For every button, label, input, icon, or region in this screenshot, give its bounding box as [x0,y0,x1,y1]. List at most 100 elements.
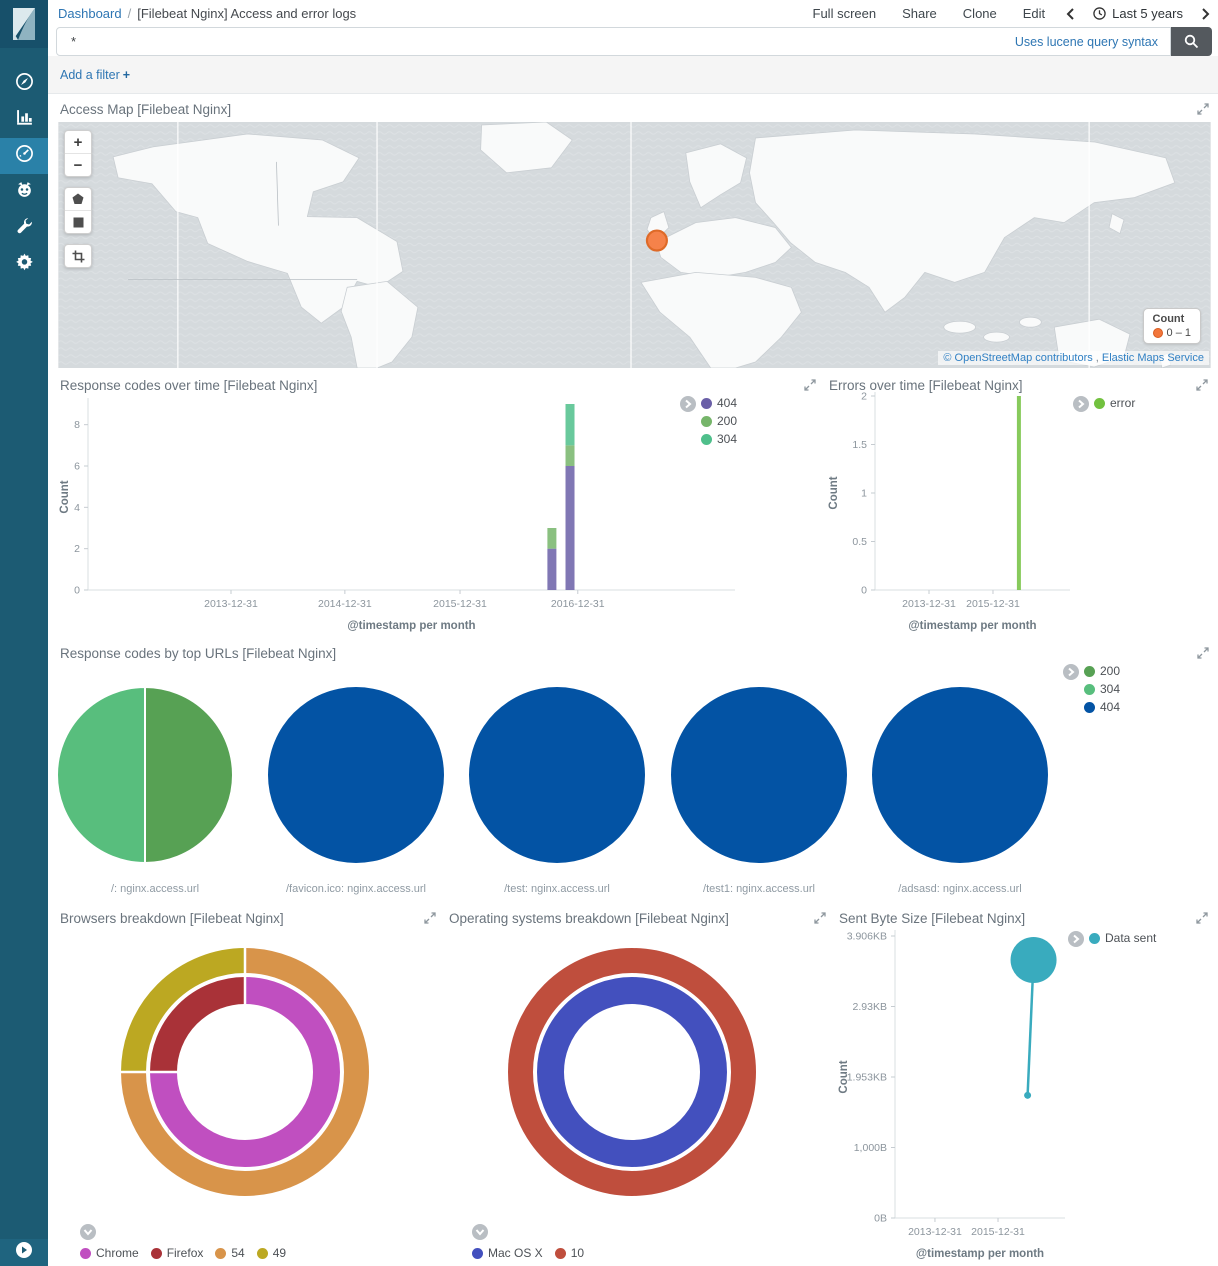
legend-dot-icon [150,1247,162,1259]
sent-bytes-chart[interactable]: 0B 1,000B 1.953KB 2.93KB 3.906KB 2013-12-31 20… [835,925,1212,1266]
expand-panel-icon[interactable] [1196,912,1208,924]
plus-icon: + [122,67,131,82]
legend-item-error[interactable]: error [1094,396,1135,410]
legend-item-200[interactable]: 200 [701,414,737,428]
legend-item-404[interactable]: 404 [701,396,737,410]
panel-top-urls: Response codes by top URLs [Filebeat Ngi… [56,640,1213,904]
legend-toggle-icon[interactable] [472,1224,488,1240]
expand-panel-icon[interactable] [1197,647,1209,659]
legend-toggle-icon[interactable] [1063,664,1079,680]
clone-button[interactable]: Clone [962,6,997,21]
rectangle-draw-icon [73,217,83,227]
ems-attribution-link[interactable]: Elastic Maps Service [1101,352,1204,364]
pie-chart-test-url[interactable] [467,685,647,865]
legend-dot-icon [1084,701,1095,713]
errors-chart[interactable]: 0 0.5 1 1.5 2 2013-12-31 2015-12-31 Count @times… [825,392,1212,640]
bar-segment-200[interactable] [565,445,575,466]
donut-segment-10[interactable] [508,948,756,1196]
kibana-logo[interactable] [0,0,48,48]
add-filter-button[interactable]: Add a filter + [60,67,131,82]
pie-chart-root-url[interactable] [55,685,235,865]
legend-item-304[interactable]: 304 [701,432,737,446]
browsers-donut-chart[interactable] [120,947,370,1197]
expand-panel-icon[interactable] [1197,103,1209,115]
legend-item-404[interactable]: 404 [1084,700,1120,714]
bar-segment-304[interactable] [565,404,575,446]
legend-item-10[interactable]: 10 [554,1246,584,1260]
expand-panel-icon[interactable] [804,379,816,391]
donut-segment-Mac OS X[interactable] [537,977,727,1167]
legend-item-Mac OS X[interactable]: Mac OS X [472,1246,543,1260]
zoom-in-button[interactable]: + [73,133,83,151]
legend-item-Chrome[interactable]: Chrome [80,1246,139,1260]
pie-chart-favicon-url[interactable] [266,685,446,865]
sidebar-item-management[interactable] [0,246,48,282]
response-codes-chart[interactable]: 0 2 4 6 8 2013-12-31 2014-12-31 2015-12-31 2016-… [56,392,820,640]
search-input[interactable] [57,34,1015,49]
bar-segment-404[interactable] [565,466,575,590]
crop-button[interactable] [65,245,91,267]
breadcrumb-dashboard-link[interactable]: Dashboard [58,6,122,21]
legend-toggle-icon[interactable] [680,396,696,412]
edit-button[interactable]: Edit [1022,6,1046,21]
sidebar-item-timelion[interactable] [0,174,48,210]
legend-item-200[interactable]: 200 [1084,664,1120,678]
svg-text:2014-12-31: 2014-12-31 [318,598,372,610]
share-button[interactable]: Share [902,6,937,21]
draw-polygon-button[interactable] [65,188,91,210]
gauge-icon [15,144,34,168]
legend-item-Firefox[interactable]: Firefox [150,1246,203,1260]
legend-item-54[interactable]: 54 [215,1246,245,1260]
svg-text:2016-12-31: 2016-12-31 [551,598,605,610]
time-forward-button[interactable] [1193,7,1218,20]
data-point[interactable] [1024,1091,1032,1099]
full-screen-button[interactable]: Full screen [812,6,877,21]
expand-panel-icon[interactable] [424,912,436,924]
world-map[interactable]: + − Count [56,122,1213,368]
zoom-out-button[interactable]: − [65,153,91,176]
time-picker-button[interactable]: Last 5 years [1083,6,1193,21]
os-donut-chart[interactable] [507,947,757,1197]
bar-segment-404[interactable] [547,548,557,590]
data-point[interactable] [1010,936,1057,983]
map-legend: Count 0 – 1 [1142,308,1201,344]
legend-item-49[interactable]: 49 [256,1246,286,1260]
pie-slice-404[interactable] [268,687,444,863]
map-data-marker [645,229,668,252]
sidebar-item-visualize[interactable] [0,102,48,138]
draw-rectangle-button[interactable] [65,210,91,233]
legend-toggle-icon[interactable] [80,1224,96,1240]
svg-text:1.5: 1.5 [852,439,867,451]
pie-label: /: nginx.access.url [110,883,200,895]
legend-item-Data sent[interactable]: Data sent [1089,931,1156,945]
svg-text:2015-12-31: 2015-12-31 [433,598,487,610]
pie-chart-test1-url[interactable] [669,685,849,865]
osm-attribution-link[interactable]: © OpenStreetMap contributors [943,352,1093,364]
expand-panel-icon[interactable] [1196,379,1208,391]
expand-panel-icon[interactable] [814,912,826,924]
legend-item-304[interactable]: 304 [1084,682,1120,696]
pie-slice-304[interactable] [56,685,146,865]
legend-toggle-icon[interactable] [1073,396,1089,412]
count-dot-icon [1152,328,1163,338]
search-button[interactable] [1171,27,1212,56]
lucene-syntax-link[interactable]: Uses lucene query syntax [1014,34,1158,49]
pie-slice-404[interactable] [469,687,645,863]
bar-segment-error[interactable] [1016,396,1021,590]
collapse-sidebar-button[interactable] [0,1239,48,1266]
pie-chart-adsasd-url[interactable] [870,685,1050,865]
pie-slice-404[interactable] [872,687,1048,863]
pie-slice-404[interactable] [671,687,847,863]
time-back-button[interactable] [1058,7,1083,20]
panel-access-map: Access Map [Filebeat Nginx] [56,96,1213,368]
clock-icon [1093,7,1106,20]
sidebar-item-discover[interactable] [0,66,48,102]
svg-text:@timestamp per month: @timestamp per month [347,620,475,632]
legend-toggle-icon[interactable] [1068,931,1084,947]
bar-segment-200[interactable] [547,528,557,549]
sidebar-item-devtools[interactable] [0,210,48,246]
sidebar-item-dashboard[interactable] [0,138,48,174]
panel-title: Sent Byte Size [Filebeat Nginx] [839,910,1026,926]
pie-slice-200[interactable] [144,685,234,865]
